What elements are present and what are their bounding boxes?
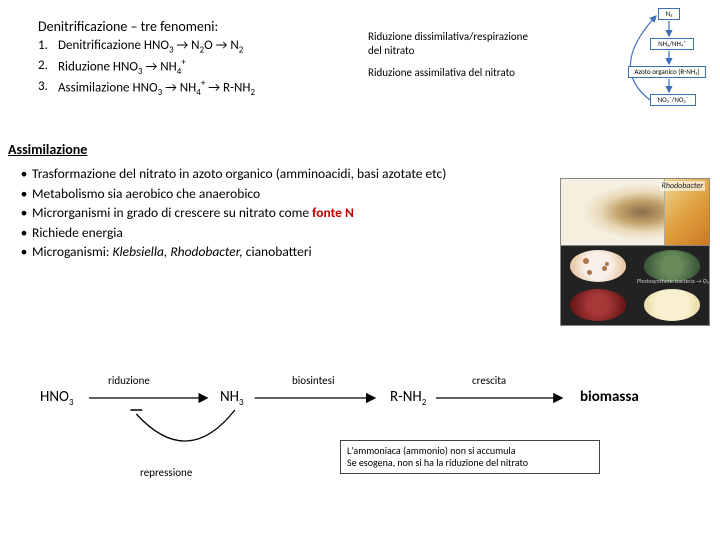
box-organic: Azoto organico (R-NH₂) (628, 66, 706, 78)
note-box: L'ammoniaca (ammonio) non si accumula Se… (340, 440, 600, 474)
image-block: Rhodobacter Photosynthetic bacteria → O₂ (560, 178, 710, 326)
node-rnh2: R-NH2 (390, 388, 426, 408)
dish-2: Photosynthetic bacteria → O₂ (635, 246, 709, 286)
nitrogen-cycle-diagram: N₂ NH₃/NH₄⁺ Azoto organico (R-NH₂) NO₃⁻/… (538, 18, 708, 123)
petri-dishes: Photosynthetic bacteria → O₂ (560, 246, 710, 326)
mid-label-2: Riduzione assimilativa del nitrato (368, 66, 538, 80)
label-crescita: crescita (472, 374, 506, 387)
node-biomassa: biomassa (580, 388, 639, 406)
dish-1 (561, 246, 635, 286)
list-item-3: 3. Assimilazione HNO3 → NH4+ → R-NH2 (38, 78, 368, 99)
denitrification-block: Denitrificazione – tre fenomeni: 1. Deni… (38, 18, 368, 123)
node-nh3: NH3 (220, 388, 244, 408)
mid-labels: Riduzione dissimilativa/respirazione del… (368, 18, 538, 123)
section-heading: Assimilazione (8, 141, 720, 158)
dish-3 (561, 286, 635, 326)
denitrification-title: Denitrificazione – tre fenomeni: (38, 18, 368, 35)
label-riduzione: riduzione (108, 374, 150, 387)
rhodobacter-micrograph: Rhodobacter (560, 178, 710, 246)
rhodobacter-label: Rhodobacter (660, 181, 706, 191)
note-line-2: Se esogena, non si ha la riduzione del n… (347, 457, 593, 469)
list-item-2: 2. Riduzione HNO3 → NH4+ (38, 57, 368, 78)
list-item-1: 1. Denitrificazione HNO3 → N2O → N2 (38, 37, 368, 57)
node-hno3: HNO3 (40, 388, 74, 408)
label-biosintesi: biosintesi (292, 374, 334, 387)
dish-4 (635, 286, 709, 326)
box-n2: N₂ (658, 8, 680, 20)
mid-label-1: Riduzione dissimilativa/respirazione del… (368, 30, 538, 58)
pathway-diagram: HNO3 NH3 R-NH2 biomassa riduzione biosin… (20, 370, 710, 510)
label-repressione: repressione (140, 466, 192, 479)
top-section: Denitrificazione – tre fenomeni: 1. Deni… (0, 0, 720, 123)
box-nh3: NH₃/NH₄⁺ (650, 38, 694, 50)
box-no3: NO₃⁻/NO₂⁻ (650, 94, 696, 106)
